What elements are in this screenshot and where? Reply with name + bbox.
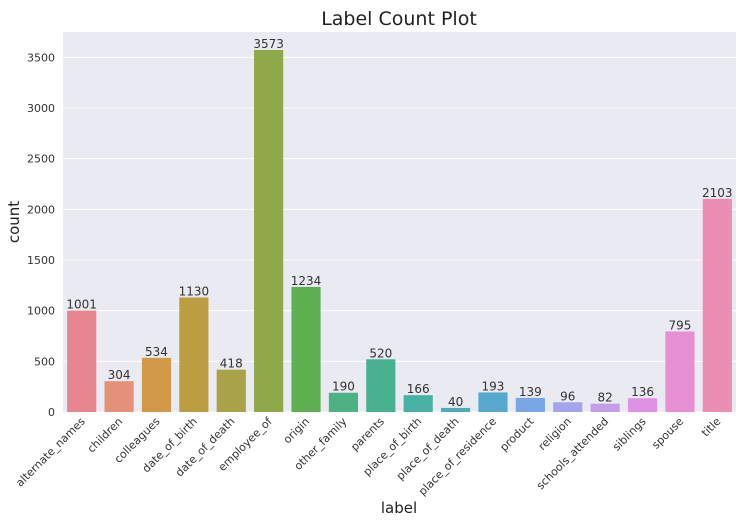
- bar-value-label: 82: [597, 391, 612, 405]
- bar: [179, 297, 209, 412]
- x-tick-label: title: [699, 415, 724, 440]
- plot-background: [63, 32, 736, 412]
- bar-value-label: 139: [519, 385, 542, 399]
- bar: [590, 403, 620, 412]
- x-tick-label: siblings: [610, 415, 649, 454]
- bar-value-label: 166: [407, 382, 430, 396]
- x-tick-label: origin: [281, 415, 312, 446]
- bar-value-label: 418: [220, 357, 243, 371]
- bar: [366, 359, 396, 412]
- bar: [515, 397, 545, 412]
- bar-value-label: 96: [560, 389, 575, 403]
- x-tick-label: religion: [536, 415, 574, 453]
- bar-value-label: 304: [108, 368, 131, 382]
- y-tick-label: 500: [34, 355, 55, 368]
- x-tick-label: alternate_names: [13, 415, 88, 490]
- bars: [67, 49, 732, 412]
- bar-value-label: 534: [145, 345, 168, 359]
- y-tick-label: 1000: [27, 305, 55, 318]
- bar: [104, 381, 134, 412]
- y-axis-title: count: [5, 201, 23, 243]
- bar: [216, 369, 246, 412]
- bar: [403, 395, 433, 412]
- x-tick-label: product: [497, 414, 537, 454]
- bar-value-label: 190: [332, 380, 355, 394]
- x-ticks: alternate_nameschildrencolleaguesdate_of…: [13, 414, 723, 498]
- x-axis-title: label: [381, 499, 417, 517]
- bar: [553, 402, 583, 412]
- bar-value-label: 520: [369, 346, 392, 360]
- bar-value-label: 136: [631, 385, 654, 399]
- y-tick-label: 3500: [27, 51, 55, 64]
- bar: [254, 49, 284, 412]
- bar-value-label: 2103: [702, 186, 733, 200]
- bar-value-label: 3573: [253, 37, 284, 51]
- y-tick-label: 3000: [27, 102, 55, 115]
- x-tick-label: schools_attended: [534, 415, 611, 492]
- y-tick-label: 2500: [27, 153, 55, 166]
- bar: [441, 407, 471, 412]
- bar-value-label: 1001: [66, 298, 97, 312]
- grid: [63, 56, 736, 413]
- bar-value-label: 1234: [291, 274, 322, 288]
- y-tick-label: 1500: [27, 254, 55, 267]
- bar-value-label: 40: [448, 395, 463, 409]
- chart-title: Label Count Plot: [321, 8, 477, 30]
- bar: [702, 198, 732, 412]
- bar-value-label: 1130: [179, 284, 210, 298]
- bar: [291, 286, 321, 412]
- bar: [478, 392, 508, 412]
- bar-value-label: 795: [668, 318, 691, 332]
- y-tick-label: 0: [48, 406, 55, 419]
- bar: [627, 398, 658, 412]
- x-tick-label: spouse: [649, 415, 686, 452]
- value-labels: 1001 304 534 1130 418 3573 1234 190 520 166 40 193 1…: [66, 37, 732, 409]
- bar: [67, 310, 97, 412]
- y-tick-label: 2000: [27, 203, 55, 216]
- bar: [665, 331, 695, 412]
- bar: [328, 392, 358, 412]
- bar-value-label: 193: [482, 379, 505, 393]
- bar: [141, 357, 172, 412]
- y-ticks: 0 500 1000 1500 2000 2500 3000 3500: [27, 51, 55, 419]
